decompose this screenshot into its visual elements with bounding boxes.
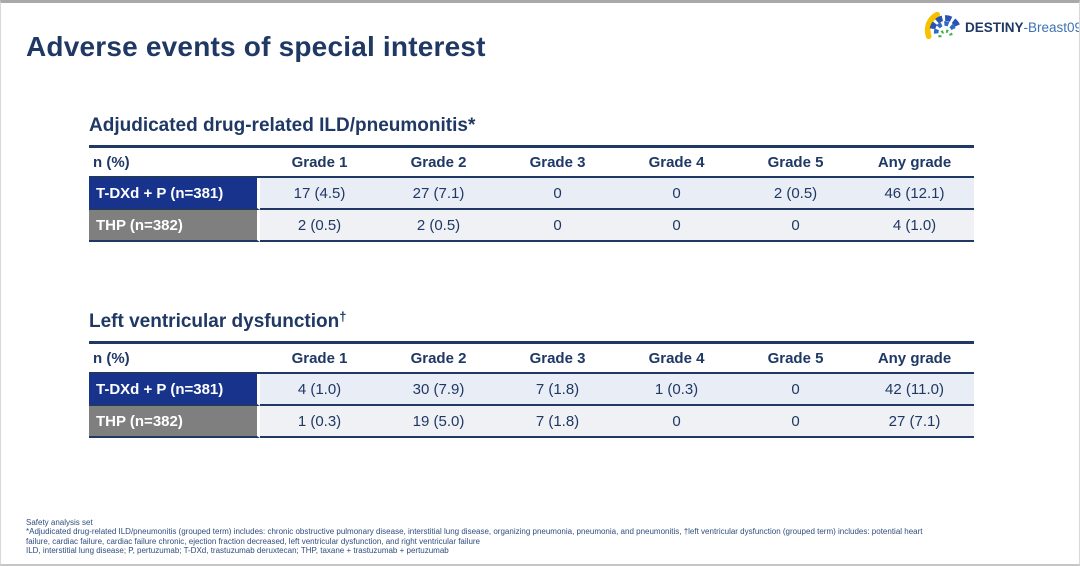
lvd-table: n (%) Grade 1 Grade 2 Grade 3 Grade 4 Gr… — [89, 341, 974, 438]
ild-header-row: n (%) Grade 1 Grade 2 Grade 3 Grade 4 Gr… — [89, 148, 974, 178]
column-header: Grade 1 — [260, 344, 379, 374]
column-header: Grade 5 — [736, 344, 855, 374]
table-cell: 30 (7.9) — [379, 374, 498, 406]
column-header: Grade 4 — [617, 344, 736, 374]
ild-section-title-asterisk: * — [467, 115, 476, 136]
column-header: Grade 3 — [498, 148, 617, 178]
column-header: Grade 2 — [379, 148, 498, 178]
table-cell: 0 — [498, 178, 617, 210]
table-cell: 0 — [736, 406, 855, 438]
table-cell: 7 (1.8) — [498, 406, 617, 438]
table-cell: 27 (7.1) — [855, 406, 974, 438]
lvd-header-row: n (%) Grade 1 Grade 2 Grade 3 Grade 4 Gr… — [89, 344, 974, 374]
table-cell: 0 — [736, 210, 855, 242]
table-cell: 0 — [736, 374, 855, 406]
lvd-section: Left ventricular dysfunction† n (%) Grad… — [89, 304, 974, 438]
row-label: T-DXd + P (n=381) — [89, 374, 260, 406]
table-cell: 27 (7.1) — [379, 178, 498, 210]
footnote-line: Safety analysis set — [26, 518, 93, 527]
row-label: THP (n=382) — [89, 406, 260, 438]
ild-section-title: Adjudicated drug-related ILD/pneumonitis… — [89, 113, 974, 139]
column-header: Grade 3 — [498, 344, 617, 374]
column-header: Any grade — [855, 344, 974, 374]
lvd-section-title-dagger: † — [339, 309, 347, 324]
destiny-fan-icon — [919, 9, 961, 46]
lvd-section-title: Left ventricular dysfunction† — [89, 304, 974, 335]
table-row-thp: THP (n=382) 2 (0.5) 2 (0.5) 0 0 0 4 (1.0… — [89, 210, 974, 242]
logo-brand: DESTINY — [965, 20, 1024, 35]
ild-table: n (%) Grade 1 Grade 2 Grade 3 Grade 4 Gr… — [89, 145, 974, 242]
column-header: Grade 4 — [617, 148, 736, 178]
table-cell: 17 (4.5) — [260, 178, 379, 210]
table-cell: 4 (1.0) — [855, 210, 974, 242]
column-header: Any grade — [855, 148, 974, 178]
table-cell: 0 — [498, 210, 617, 242]
table-row-tdxd: T-DXd + P (n=381) 4 (1.0) 30 (7.9) 7 (1.… — [89, 374, 974, 406]
footnote-line: ILD, interstitial lung disease; P, pertu… — [26, 545, 449, 555]
footnote-line: failure, cardiac failure, cardiac failur… — [26, 536, 480, 546]
table-cell: 1 (0.3) — [617, 374, 736, 406]
column-header: n (%) — [89, 344, 260, 374]
footnote-line: *Adjudicated drug-related ILD/pneumoniti… — [26, 527, 923, 537]
column-header: Grade 1 — [260, 148, 379, 178]
table-row-thp: THP (n=382) 1 (0.3) 19 (5.0) 7 (1.8) 0 0… — [89, 406, 974, 438]
page-title: Adverse events of special interest — [26, 31, 486, 62]
table-cell: 2 (0.5) — [736, 178, 855, 210]
column-header: n (%) — [89, 148, 260, 178]
table-cell: 46 (12.1) — [855, 178, 974, 210]
table-cell: 19 (5.0) — [379, 406, 498, 438]
footnotes: Safety analysis set *Adjudicated drug-re… — [26, 518, 1071, 555]
logo-brand-rest: -Breast09 — [1023, 20, 1080, 35]
row-label: THP (n=382) — [89, 210, 260, 242]
column-header: Grade 2 — [379, 344, 498, 374]
table-cell: 0 — [617, 178, 736, 210]
ild-pneumonitis-section: Adjudicated drug-related ILD/pneumonitis… — [89, 113, 974, 242]
table-cell: 4 (1.0) — [260, 374, 379, 406]
table-cell: 2 (0.5) — [379, 210, 498, 242]
table-cell: 2 (0.5) — [260, 210, 379, 242]
table-cell: 7 (1.8) — [498, 374, 617, 406]
destiny-breast09-logo: DESTINY-Breast09 — [919, 9, 1080, 46]
lvd-section-title-text: Left ventricular dysfunction — [89, 311, 340, 332]
table-cell: 42 (11.0) — [855, 374, 974, 406]
ild-section-title-text: Adjudicated drug-related ILD/pneumonitis — [89, 115, 468, 136]
row-label: T-DXd + P (n=381) — [89, 178, 260, 210]
table-cell: 0 — [617, 406, 736, 438]
table-cell: 0 — [617, 210, 736, 242]
table-cell: 1 (0.3) — [260, 406, 379, 438]
logo-text: DESTINY-Breast09 — [965, 20, 1080, 35]
column-header: Grade 5 — [736, 148, 855, 178]
table-row-tdxd: T-DXd + P (n=381) 17 (4.5) 27 (7.1) 0 0 … — [89, 178, 974, 210]
